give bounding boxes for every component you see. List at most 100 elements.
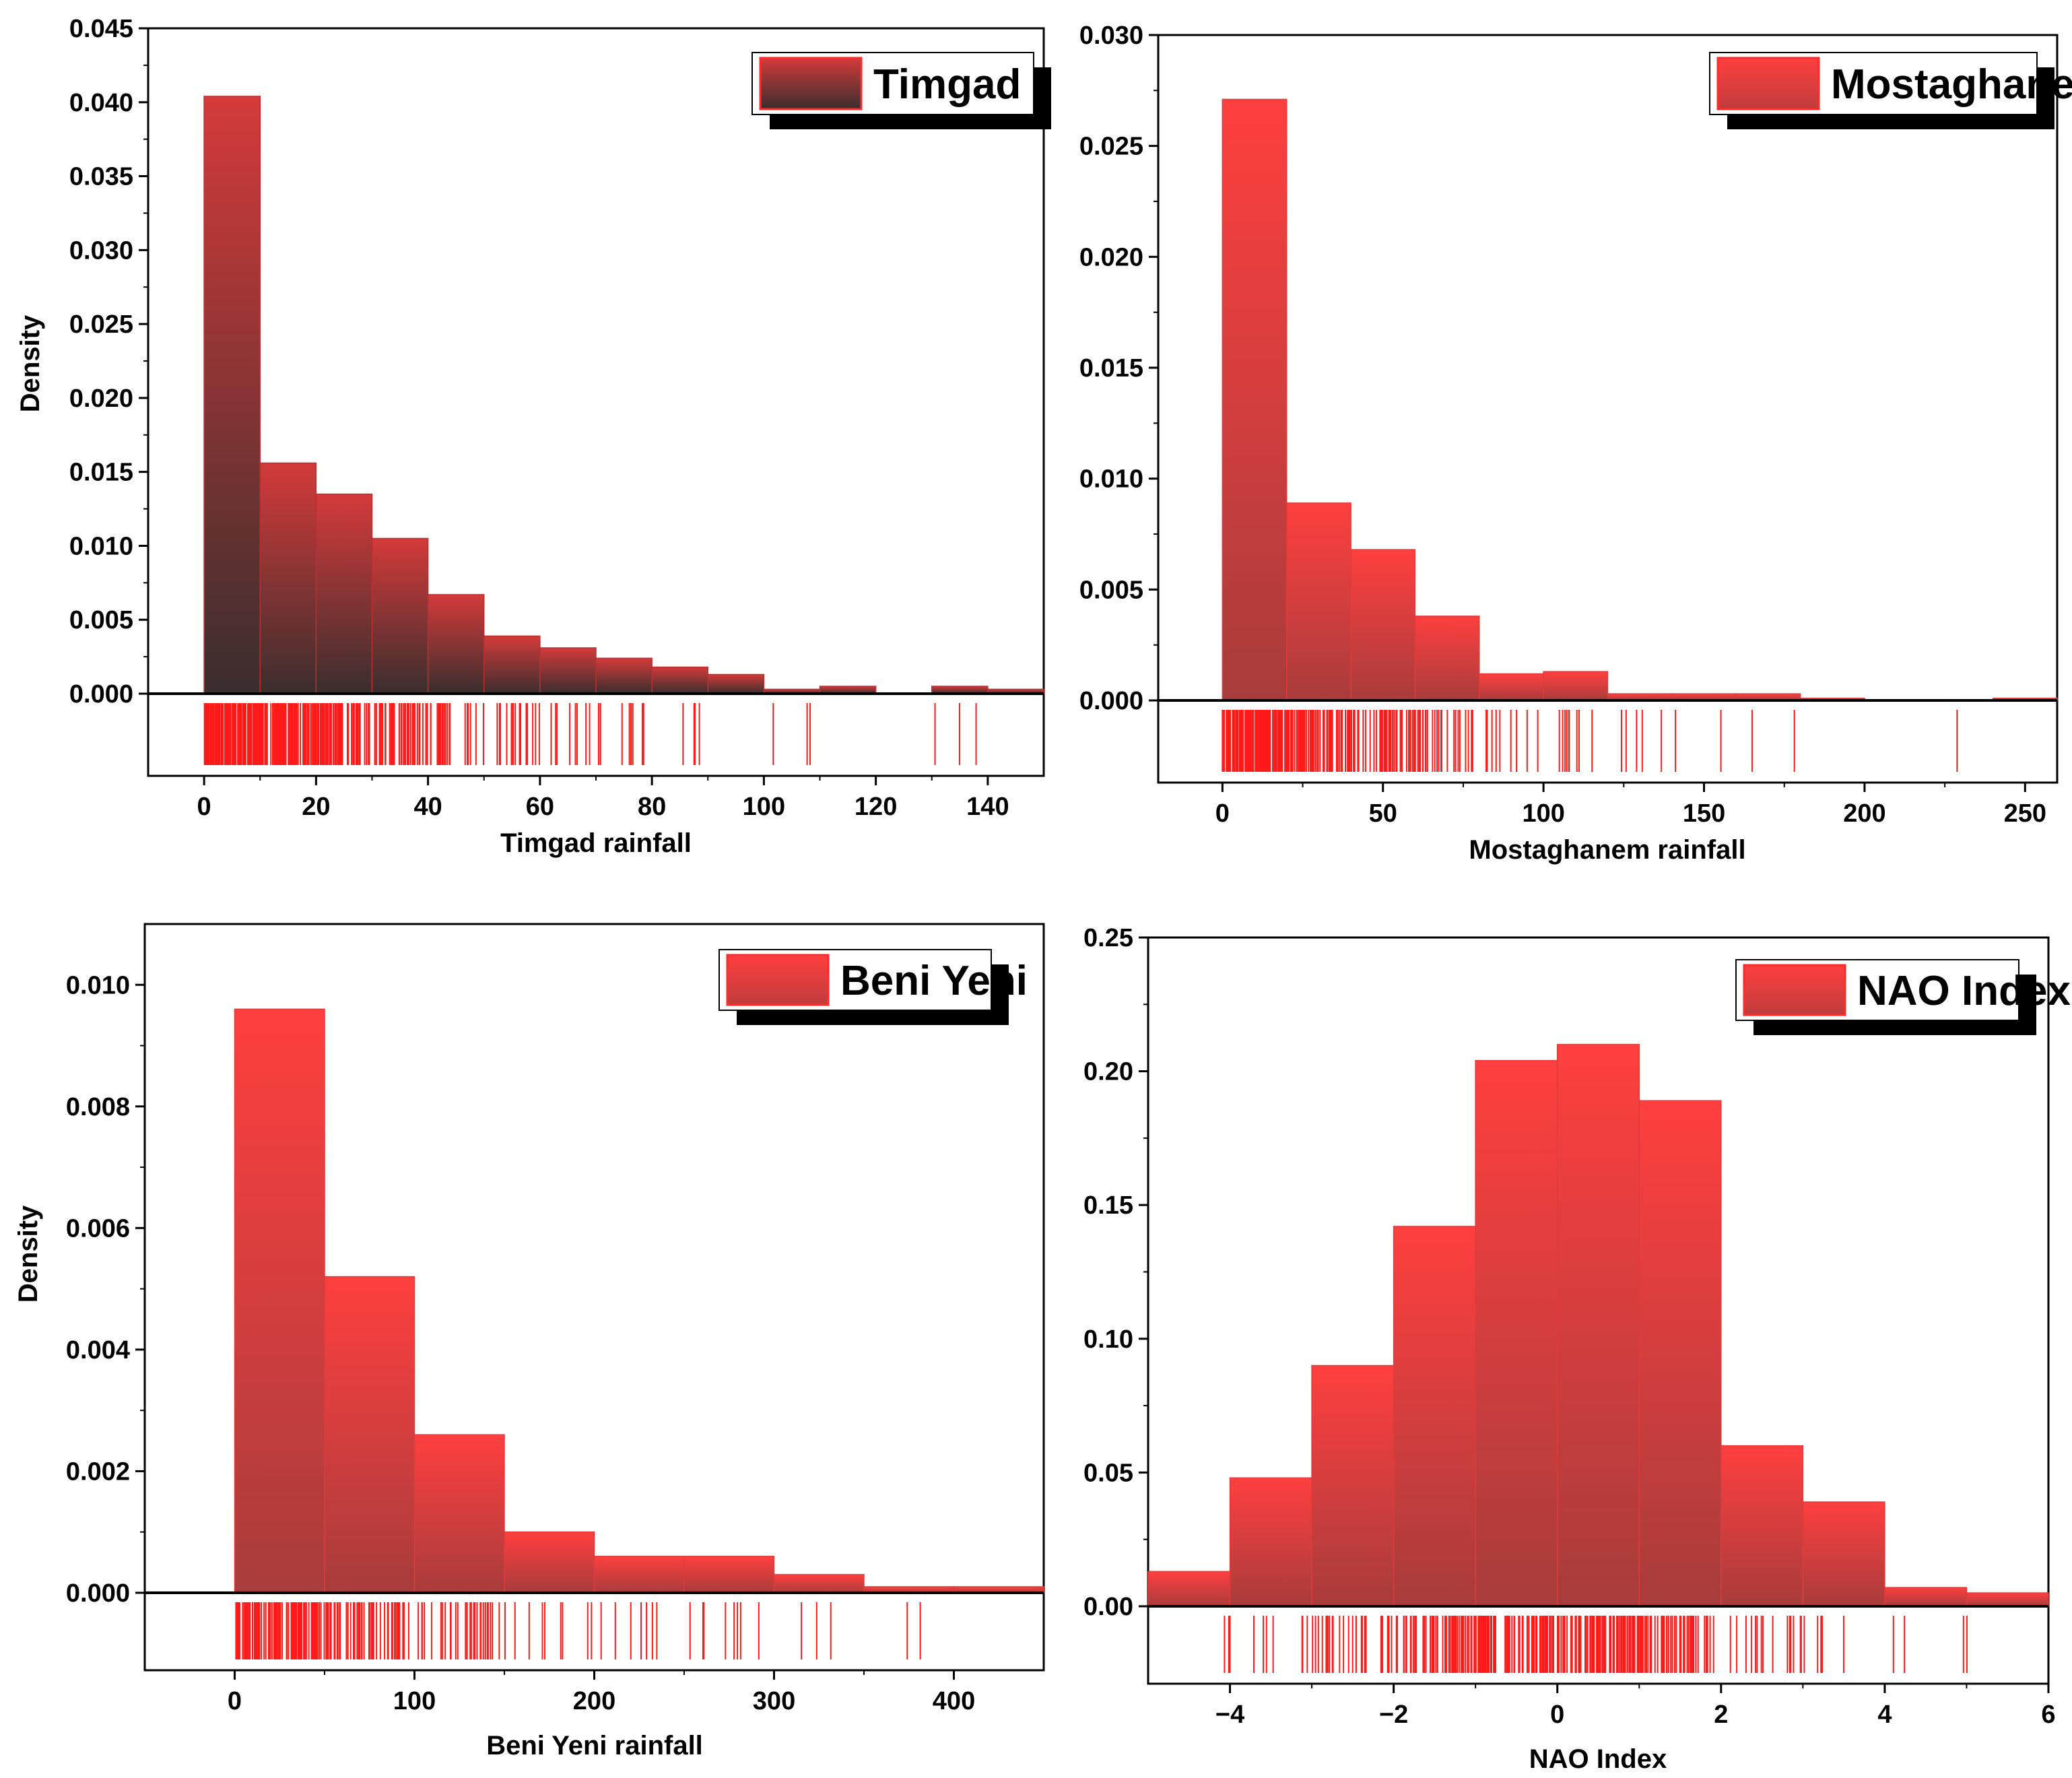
y-tick-label: 0.020 [69,385,133,413]
histogram-bar [1638,1100,1722,1607]
x-tick-label: 200 [1843,799,1885,828]
histogram-bar [1884,1587,1968,1607]
y-tick-label: 0.025 [1079,133,1143,161]
plot-frame [1157,34,2059,784]
x-axis-label: Mostaghanem rainfall [1469,835,1745,865]
histogram-bar [1350,549,1416,701]
panel-beni-yeni: 0.000 0.002 0.004 0.006 0.008 0.010 0 100 200 30… [13,923,1045,1760]
x-tick-label: 300 [753,1687,795,1715]
legend-label: NAO Index [1857,968,2071,1014]
x-axis-ticks: −4 −2 0 2 4 6 [1215,1684,2056,1729]
y-tick-label: 0.004 [66,1336,130,1364]
y-tick-label: 0.000 [1079,687,1143,715]
histogram-bar [1414,616,1480,701]
histogram-bar [483,635,541,694]
y-tick-label: 0.05 [1083,1459,1133,1487]
rug [1222,710,1958,772]
x-axis-label: Beni Yeni rainfall [486,1731,703,1760]
x-tick-label: 100 [1522,799,1564,828]
histogram-bar [1147,1571,1231,1607]
x-tick-label: 0 [228,1687,242,1715]
rug [1224,1616,1968,1673]
x-tick-label: 120 [855,793,897,821]
histogram-bar [1720,1445,1804,1607]
x-tick-label: 2 [1714,1701,1728,1729]
legend: NAO Index [1735,959,2071,1035]
bars [1147,1044,2049,1607]
bars [1222,98,2058,701]
x-tick-label: 6 [2041,1701,2055,1729]
histogram-bar [234,1008,325,1593]
x-tick-label: 100 [393,1687,436,1715]
y-tick-label: 0.030 [1079,22,1143,50]
legend: Beni Yeni [718,949,1028,1025]
histogram-bar [324,1276,415,1593]
rug [203,703,977,765]
x-tick-label: 100 [743,793,785,821]
y-tick-label: 0.015 [1079,354,1143,383]
histogram-bar [504,1531,595,1593]
y-tick-label: 0.006 [66,1214,130,1243]
y-axis-ticks: 0.000 0.005 0.010 0.015 0.020 0.025 0.030 0.035… [69,15,148,709]
histogram-bar [539,647,597,694]
y-tick-label: 0.010 [1079,465,1143,494]
x-axis-label: NAO Index [1529,1744,1667,1774]
histogram-bar [1479,673,1544,701]
histogram-bar [683,1556,775,1593]
y-axis-label: Density [15,315,45,412]
x-tick-label: 80 [638,793,666,821]
x-tick-label: 20 [302,793,330,821]
y-tick-label: 0.040 [69,89,133,117]
y-axis-ticks: 0.00 0.05 0.10 0.15 0.20 0.25 [1083,924,1148,1621]
histogram-bar [413,1434,505,1593]
y-tick-label: 0.035 [69,163,133,191]
histogram-bar [1222,98,1288,701]
bars [234,1008,1044,1593]
histogram-bar [1229,1477,1312,1607]
legend-swatch [1743,964,1846,1016]
y-tick-label: 0.045 [69,15,133,43]
y-tick-label: 0.010 [69,532,133,560]
bars [203,96,1044,694]
x-tick-label: 4 [1877,1701,1892,1729]
x-tick-label: 60 [526,793,554,821]
y-tick-label: 0.002 [66,1457,130,1486]
y-tick-label: 0.000 [66,1579,130,1608]
histogram-bar [1543,671,1609,701]
panel-timgad: 0.000 0.005 0.010 0.015 0.020 0.025 0.030 0.035… [15,15,1051,858]
histogram-bar [651,666,708,694]
histogram-bar [203,96,261,694]
histogram-bar [1966,1592,2049,1607]
histogram-bar [1556,1044,1640,1607]
y-tick-label: 0.25 [1083,924,1133,952]
legend-label: Mostaghanem [1831,61,2072,108]
histogram-bar [371,537,429,694]
x-tick-label: 400 [933,1687,975,1715]
legend-swatch [759,57,863,110]
x-tick-label: 50 [1369,799,1397,828]
panel-mostaghanem: 0.000 0.005 0.010 0.015 0.020 0.025 0.030 0 50 1… [1079,22,2072,865]
y-axis-ticks: 0.000 0.002 0.004 0.006 0.008 0.010 [66,971,145,1608]
y-tick-label: 0.015 [69,459,133,487]
histogram-bar [315,493,373,694]
y-tick-label: 0.010 [66,971,130,999]
histogram-bar [1475,1059,1558,1607]
x-tick-label: 140 [966,793,1009,821]
rug [235,1602,921,1659]
legend-swatch [1716,57,1820,110]
histogram-bar [1311,1364,1395,1607]
y-tick-label: 0.00 [1083,1593,1133,1621]
x-tick-label: 0 [1215,799,1230,828]
x-axis-ticks: 0 20 40 60 80 100 120 140 [197,776,1009,821]
y-tick-label: 0.15 [1083,1191,1133,1220]
x-tick-label: −2 [1379,1701,1408,1729]
plot-frame [1147,936,2050,1685]
y-tick-label: 0.020 [1079,243,1143,271]
histogram-bar [259,462,317,694]
y-axis-ticks: 0.000 0.005 0.010 0.015 0.020 0.025 0.030 [1079,22,1158,715]
histogram-bar [1802,1501,1885,1607]
x-axis-ticks: 0 100 200 300 400 [228,1670,975,1715]
x-axis-label: Timgad rainfall [500,828,692,858]
y-tick-label: 0.10 [1083,1325,1133,1354]
